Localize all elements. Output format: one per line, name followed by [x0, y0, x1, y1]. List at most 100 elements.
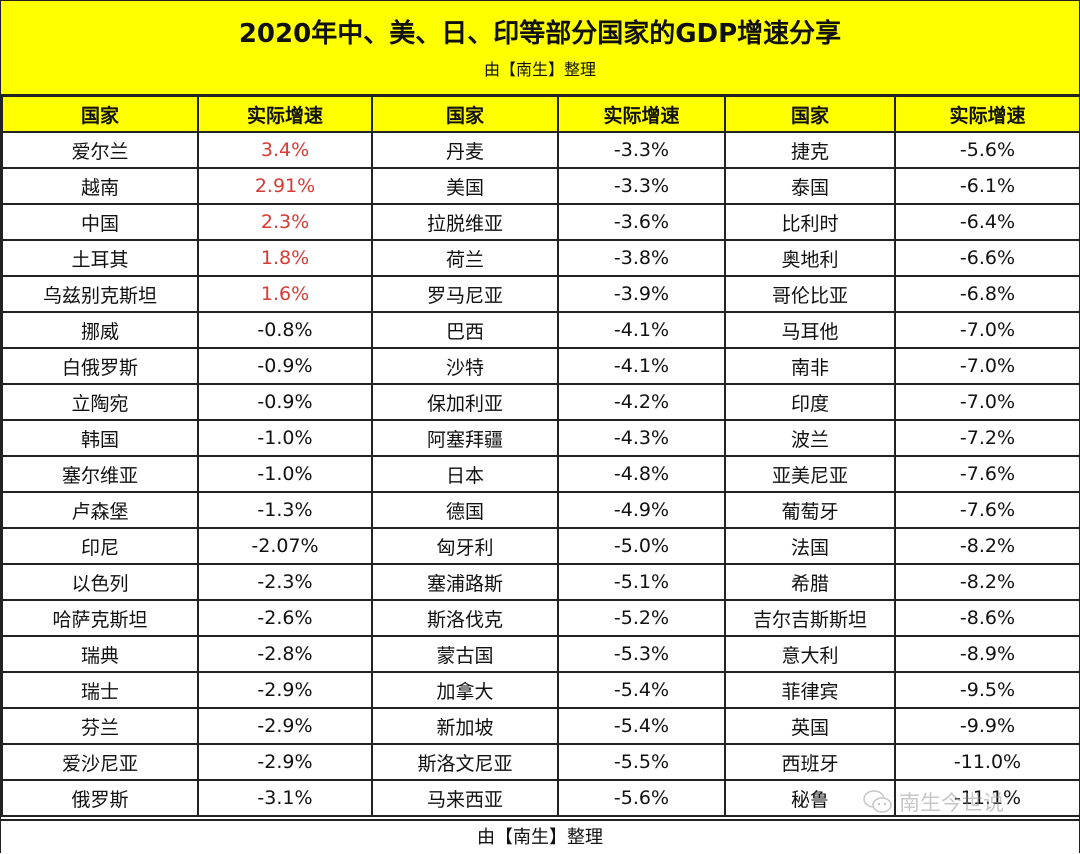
column-header-growth: 实际增速: [557, 95, 726, 133]
country-cell: 韩国: [1, 419, 199, 457]
country-cell: 加拿大: [371, 671, 559, 709]
country-cell: 巴西: [371, 311, 559, 349]
growth-cell: -5.2%: [557, 599, 726, 637]
growth-cell: -3.3%: [557, 167, 726, 205]
country-cell: 白俄罗斯: [1, 347, 199, 385]
country-cell: 立陶宛: [1, 383, 199, 421]
country-cell: 乌兹别克斯坦: [1, 275, 199, 313]
country-cell: 蒙古国: [371, 635, 559, 673]
table-row: 卢森堡 -1.3% 德国 -4.9% 葡萄牙 -7.6%: [1, 491, 1080, 529]
growth-cell: -8.2%: [894, 563, 1080, 601]
country-cell: 匈牙利: [371, 527, 559, 565]
table-row: 俄罗斯 -3.1% 马来西亚 -5.6% 秘鲁 -11.1%: [1, 779, 1080, 817]
growth-cell: -2.6%: [197, 599, 373, 637]
country-cell: 保加利亚: [371, 383, 559, 421]
table-header-row: 国家 实际增速 国家 实际增速 国家 实际增速: [1, 95, 1080, 133]
growth-cell: -8.6%: [894, 599, 1080, 637]
country-cell: 斯洛文尼亚: [371, 743, 559, 781]
table-row: 塞尔维亚 -1.0% 日本 -4.8% 亚美尼亚 -7.6%: [1, 455, 1080, 493]
country-cell: 罗马尼亚: [371, 275, 559, 313]
country-cell: 新加坡: [371, 707, 559, 745]
table-row: 印尼 -2.07% 匈牙利 -5.0% 法国 -8.2%: [1, 527, 1080, 565]
growth-cell: -1.3%: [197, 491, 373, 529]
growth-cell: -0.8%: [197, 311, 373, 349]
growth-cell: -2.07%: [197, 527, 373, 565]
growth-cell: -11.1%: [894, 779, 1080, 817]
growth-cell: -3.9%: [557, 275, 726, 313]
country-cell: 波兰: [724, 419, 896, 457]
country-cell: 中国: [1, 203, 199, 241]
growth-cell: 1.8%: [197, 239, 373, 277]
growth-cell: -2.9%: [197, 743, 373, 781]
country-cell: 菲律宾: [724, 671, 896, 709]
growth-cell: -8.2%: [894, 527, 1080, 565]
growth-cell: 1.6%: [197, 275, 373, 313]
table-row: 越南 2.91% 美国 -3.3% 泰国 -6.1%: [1, 167, 1080, 205]
growth-cell: -7.6%: [894, 455, 1080, 493]
growth-cell: 2.91%: [197, 167, 373, 205]
growth-cell: -5.4%: [557, 671, 726, 709]
country-cell: 塞浦路斯: [371, 563, 559, 601]
growth-cell: -4.3%: [557, 419, 726, 457]
growth-cell: -5.6%: [557, 779, 726, 817]
growth-cell: -4.9%: [557, 491, 726, 529]
country-cell: 捷克: [724, 131, 896, 169]
country-cell: 斯洛伐克: [371, 599, 559, 637]
country-cell: 吉尔吉斯斯坦: [724, 599, 896, 637]
country-cell: 挪威: [1, 311, 199, 349]
country-cell: 丹麦: [371, 131, 559, 169]
table-row: 韩国 -1.0% 阿塞拜疆 -4.3% 波兰 -7.2%: [1, 419, 1080, 457]
country-cell: 越南: [1, 167, 199, 205]
country-cell: 塞尔维亚: [1, 455, 199, 493]
country-cell: 秘鲁: [724, 779, 896, 817]
country-cell: 阿塞拜疆: [371, 419, 559, 457]
column-header-country: 国家: [1, 95, 199, 133]
growth-cell: -4.1%: [557, 311, 726, 349]
country-cell: 泰国: [724, 167, 896, 205]
footer-credit: 由【南生】整理: [1, 819, 1079, 854]
country-cell: 英国: [724, 707, 896, 745]
growth-cell: -2.9%: [197, 707, 373, 745]
growth-cell: -2.3%: [197, 563, 373, 601]
gdp-table: 国家 实际增速 国家 实际增速 国家 实际增速 爱尔兰 3.4% 丹麦 -3.3% 捷克…: [1, 95, 1080, 817]
growth-cell: -6.4%: [894, 203, 1080, 241]
growth-cell: -5.0%: [557, 527, 726, 565]
growth-cell: -6.1%: [894, 167, 1080, 205]
growth-cell: -6.6%: [894, 239, 1080, 277]
country-cell: 日本: [371, 455, 559, 493]
country-cell: 卢森堡: [1, 491, 199, 529]
growth-cell: 3.4%: [197, 131, 373, 169]
country-cell: 希腊: [724, 563, 896, 601]
table-row: 土耳其 1.8% 荷兰 -3.8% 奥地利 -6.6%: [1, 239, 1080, 277]
growth-cell: -11.0%: [894, 743, 1080, 781]
country-cell: 拉脱维亚: [371, 203, 559, 241]
page-title: 2020年中、美、日、印等部分国家的GDP增速分享: [238, 19, 842, 49]
table-row: 哈萨克斯坦 -2.6% 斯洛伐克 -5.2% 吉尔吉斯斯坦 -8.6%: [1, 599, 1080, 637]
country-cell: 亚美尼亚: [724, 455, 896, 493]
country-cell: 芬兰: [1, 707, 199, 745]
country-cell: 德国: [371, 491, 559, 529]
country-cell: 印度: [724, 383, 896, 421]
growth-cell: -7.0%: [894, 383, 1080, 421]
country-cell: 爱尔兰: [1, 131, 199, 169]
table-body: 爱尔兰 3.4% 丹麦 -3.3% 捷克 -5.6% 越南 2.91% 美国 -3.3% 泰国 -6.…: [1, 131, 1080, 817]
growth-cell: -7.0%: [894, 311, 1080, 349]
column-header-growth: 实际增速: [197, 95, 373, 133]
growth-cell: -5.3%: [557, 635, 726, 673]
country-cell: 俄罗斯: [1, 779, 199, 817]
table-row: 以色列 -2.3% 塞浦路斯 -5.1% 希腊 -8.2%: [1, 563, 1080, 601]
title-block: 2020年中、美、日、印等部分国家的GDP增速分享 由【南生】整理: [1, 1, 1079, 96]
growth-cell: -3.8%: [557, 239, 726, 277]
growth-cell: -3.6%: [557, 203, 726, 241]
country-cell: 荷兰: [371, 239, 559, 277]
growth-cell: -5.4%: [557, 707, 726, 745]
table-row: 立陶宛 -0.9% 保加利亚 -4.2% 印度 -7.0%: [1, 383, 1080, 421]
country-cell: 南非: [724, 347, 896, 385]
country-cell: 印尼: [1, 527, 199, 565]
country-cell: 哈萨克斯坦: [1, 599, 199, 637]
table-row: 瑞典 -2.8% 蒙古国 -5.3% 意大利 -8.9%: [1, 635, 1080, 673]
growth-cell: -9.9%: [894, 707, 1080, 745]
growth-cell: 2.3%: [197, 203, 373, 241]
table-row: 乌兹别克斯坦 1.6% 罗马尼亚 -3.9% 哥伦比亚 -6.8%: [1, 275, 1080, 313]
